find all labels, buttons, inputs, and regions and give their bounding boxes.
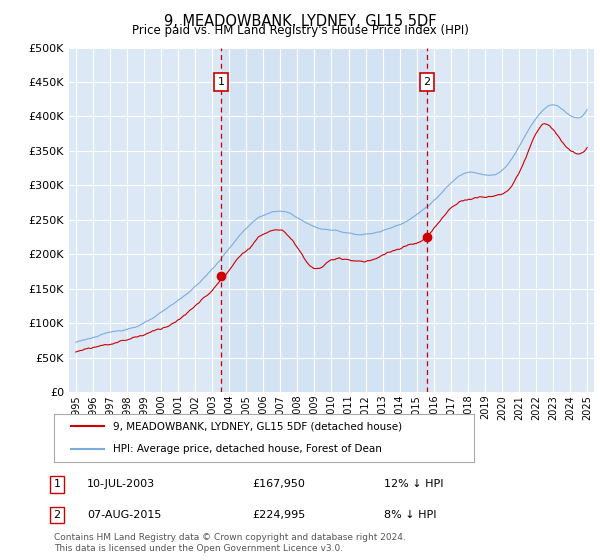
Text: 1: 1 [53, 479, 61, 489]
Text: 8% ↓ HPI: 8% ↓ HPI [384, 510, 437, 520]
Text: 12% ↓ HPI: 12% ↓ HPI [384, 479, 443, 489]
Text: 07-AUG-2015: 07-AUG-2015 [87, 510, 161, 520]
Bar [221, 48, 427, 392]
Text: Contains HM Land Registry data © Crown copyright and database right 2024.: Contains HM Land Registry data © Crown c… [54, 533, 406, 542]
Text: This data is licensed under the Open Government Licence v3.0.: This data is licensed under the Open Gov… [54, 544, 343, 553]
Text: 2: 2 [53, 510, 61, 520]
Text: 10-JUL-2003: 10-JUL-2003 [87, 479, 155, 489]
Text: 2: 2 [424, 77, 431, 87]
Text: HPI: Average price, detached house, Forest of Dean: HPI: Average price, detached house, Fore… [113, 444, 382, 454]
Text: 9, MEADOWBANK, LYDNEY, GL15 5DF: 9, MEADOWBANK, LYDNEY, GL15 5DF [164, 14, 436, 29]
Text: 9, MEADOWBANK, LYDNEY, GL15 5DF (detached house): 9, MEADOWBANK, LYDNEY, GL15 5DF (detache… [113, 421, 402, 431]
Text: 1: 1 [218, 77, 224, 87]
Text: £224,995: £224,995 [252, 510, 305, 520]
Text: Price paid vs. HM Land Registry's House Price Index (HPI): Price paid vs. HM Land Registry's House … [131, 24, 469, 37]
Text: £167,950: £167,950 [252, 479, 305, 489]
